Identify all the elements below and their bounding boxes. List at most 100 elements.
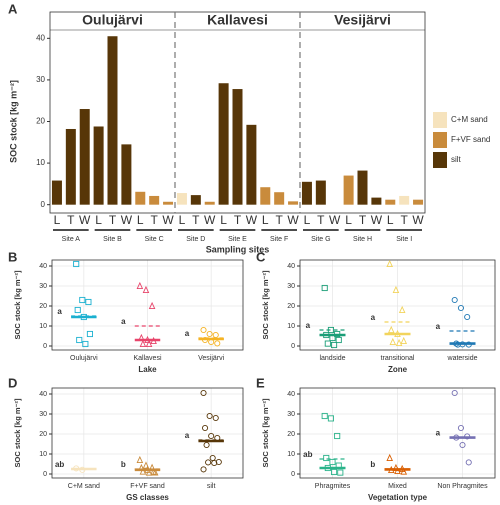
bar	[163, 201, 174, 205]
x-axis-title: Sampling sites	[206, 244, 270, 254]
point	[394, 466, 401, 475]
point	[321, 412, 328, 420]
bar	[218, 83, 229, 205]
point	[337, 469, 344, 476]
bar	[399, 195, 410, 205]
x-tick-label: L	[220, 213, 227, 227]
point	[392, 285, 400, 294]
site-label: Site H	[353, 236, 372, 243]
point	[86, 330, 93, 338]
y-tick-label: 20	[287, 431, 295, 438]
point	[465, 459, 472, 466]
y-tick-label: 30	[287, 411, 295, 418]
x-tick-label: L	[262, 213, 269, 227]
y-tick-label: 20	[39, 431, 47, 438]
x-tick-label: W	[287, 213, 299, 227]
point	[451, 296, 458, 304]
point	[387, 325, 395, 334]
y-tick-label: 10	[39, 451, 47, 458]
plot-border	[299, 387, 496, 479]
point	[331, 468, 338, 476]
point	[400, 336, 408, 345]
x-tick-label: Mixed	[388, 483, 407, 490]
point	[145, 468, 153, 476]
point	[200, 389, 207, 397]
plot-border	[51, 387, 244, 479]
point	[202, 424, 209, 432]
x-tick-label: L	[95, 213, 102, 227]
significance-letter: a	[371, 313, 376, 322]
x-tick-label: L	[304, 213, 311, 227]
x-tick-label: W	[204, 213, 216, 227]
y-tick-label: 10	[36, 158, 45, 167]
x-tick-label: T	[150, 213, 158, 227]
y-tick-label: 30	[36, 75, 45, 84]
point	[79, 296, 86, 304]
point	[76, 336, 83, 344]
point	[208, 432, 215, 440]
point	[212, 414, 219, 422]
point	[389, 337, 397, 346]
x-tick-label: F+VF sand	[130, 483, 165, 490]
x-axis-title: Vegetation type	[368, 493, 428, 502]
point	[206, 330, 213, 338]
panel-label: B	[8, 249, 17, 264]
site-label: Site F	[270, 236, 288, 243]
point	[400, 467, 408, 475]
bar	[176, 193, 187, 205]
y-tick-label: 0	[41, 200, 46, 209]
x-tick-label: W	[162, 213, 174, 227]
x-tick-label: T	[67, 213, 75, 227]
significance-letter: a	[306, 321, 311, 330]
y-tick-label: 40	[287, 391, 295, 398]
bar	[246, 124, 257, 205]
x-tick-label: Vesijärvi	[198, 355, 225, 362]
x-tick-label: W	[79, 213, 91, 227]
point	[82, 340, 89, 348]
panel-label: E	[256, 375, 265, 390]
y-axis-title: SOC stock [kg m⁻²]	[8, 80, 18, 163]
x-tick-label: T	[192, 213, 200, 227]
x-tick-label: landside	[319, 355, 345, 362]
site-label: Site C	[145, 236, 164, 243]
point	[85, 298, 92, 306]
y-tick-label: 0	[43, 343, 47, 350]
point	[215, 458, 222, 466]
y-tick-label: 40	[287, 263, 295, 270]
x-tick-label: T	[400, 213, 408, 227]
point	[324, 340, 331, 347]
plot-border	[299, 259, 496, 351]
point	[214, 340, 221, 347]
bar	[51, 180, 62, 205]
point	[148, 301, 156, 310]
bar	[413, 199, 424, 205]
point	[386, 453, 393, 462]
y-tick-label: 20	[39, 303, 47, 310]
point	[200, 326, 207, 334]
x-tick-label: Non Phragmites	[437, 483, 488, 490]
x-tick-label: L	[345, 213, 352, 227]
point	[150, 467, 157, 475]
bar	[301, 181, 312, 205]
x-tick-label: Phragmites	[315, 483, 351, 490]
y-tick-label: 30	[39, 411, 47, 418]
x-tick-label: L	[54, 213, 61, 227]
bar	[204, 201, 215, 205]
y-tick-label: 20	[287, 303, 295, 310]
point	[136, 281, 144, 290]
legend-label: C+M sand	[451, 115, 488, 124]
plot-border	[49, 11, 426, 214]
point	[331, 341, 338, 349]
y-axis-title: SOC stock [kg m⁻²]	[13, 398, 22, 467]
y-tick-label: 10	[287, 451, 295, 458]
site-label: Site G	[311, 236, 330, 243]
x-tick-label: Oulujärvi	[70, 355, 98, 362]
bar	[121, 144, 132, 205]
point	[205, 459, 212, 466]
bar	[79, 109, 90, 205]
y-tick-label: 30	[39, 283, 47, 290]
panel-label: A	[8, 1, 18, 16]
y-tick-label: 10	[39, 323, 47, 330]
y-tick-label: 40	[39, 263, 47, 270]
point	[74, 306, 81, 314]
